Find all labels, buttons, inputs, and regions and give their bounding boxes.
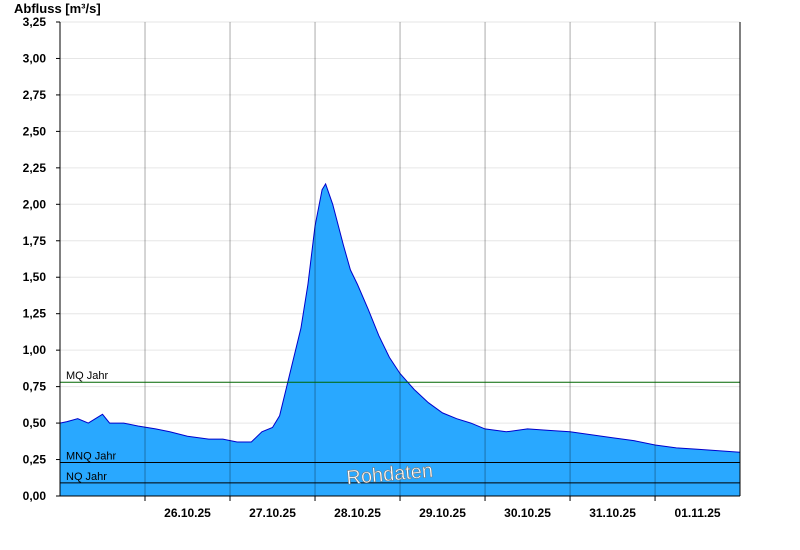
y-axis-title: Abfluss [m³/s]: [14, 1, 101, 16]
y-tick-label: 3,00: [23, 51, 47, 65]
y-tick-label: 1,00: [23, 343, 47, 357]
x-tick-label: 29.10.25: [419, 506, 466, 520]
reference-lines: MQ Jahr MNQ Jahr NQ Jahr: [60, 370, 740, 484]
y-tick-label: 0,50: [23, 416, 47, 430]
y-tick-label: 2,75: [23, 88, 47, 102]
x-tick-label: 26.10.25: [164, 506, 211, 520]
y-tick-label: 3,25: [23, 15, 47, 29]
y-tick-label: 0,75: [23, 380, 47, 394]
y-tick-label: 2,25: [23, 161, 47, 175]
y-tick-label: 1,75: [23, 234, 47, 248]
x-tick-label: 27.10.25: [249, 506, 296, 520]
ref-label-nq-jahr: NQ Jahr: [66, 471, 107, 483]
y-tick-label: 0,00: [23, 489, 47, 503]
data-area: [59, 22, 741, 496]
x-tick-label: 30.10.25: [504, 506, 551, 520]
y-tick-label: 0,25: [23, 453, 47, 467]
x-tick-labels: 26.10.25 27.10.25 28.10.25 29.10.25 30.10.25…: [144, 496, 721, 520]
x-tick-label: 31.10.25: [589, 506, 636, 520]
y-tick-label: 1,50: [23, 270, 47, 284]
x-tick-label: 01.11.25: [675, 506, 721, 520]
discharge-line: [59, 182, 741, 453]
y-tick-label: 2,00: [23, 197, 47, 211]
y-tick-label: 1,25: [23, 307, 47, 321]
ref-label-mq-jahr: MQ Jahr: [66, 370, 109, 382]
x-tick-label: 28.10.25: [334, 506, 381, 520]
ref-label-mnq-jahr: MNQ Jahr: [66, 450, 116, 462]
y-tick-label: 2,50: [23, 124, 47, 138]
y-tick-labels: 0,00 0,25 0,50 0,75 1,00 1,25 1,50 1,75 2,00 2,25…: [23, 15, 60, 503]
